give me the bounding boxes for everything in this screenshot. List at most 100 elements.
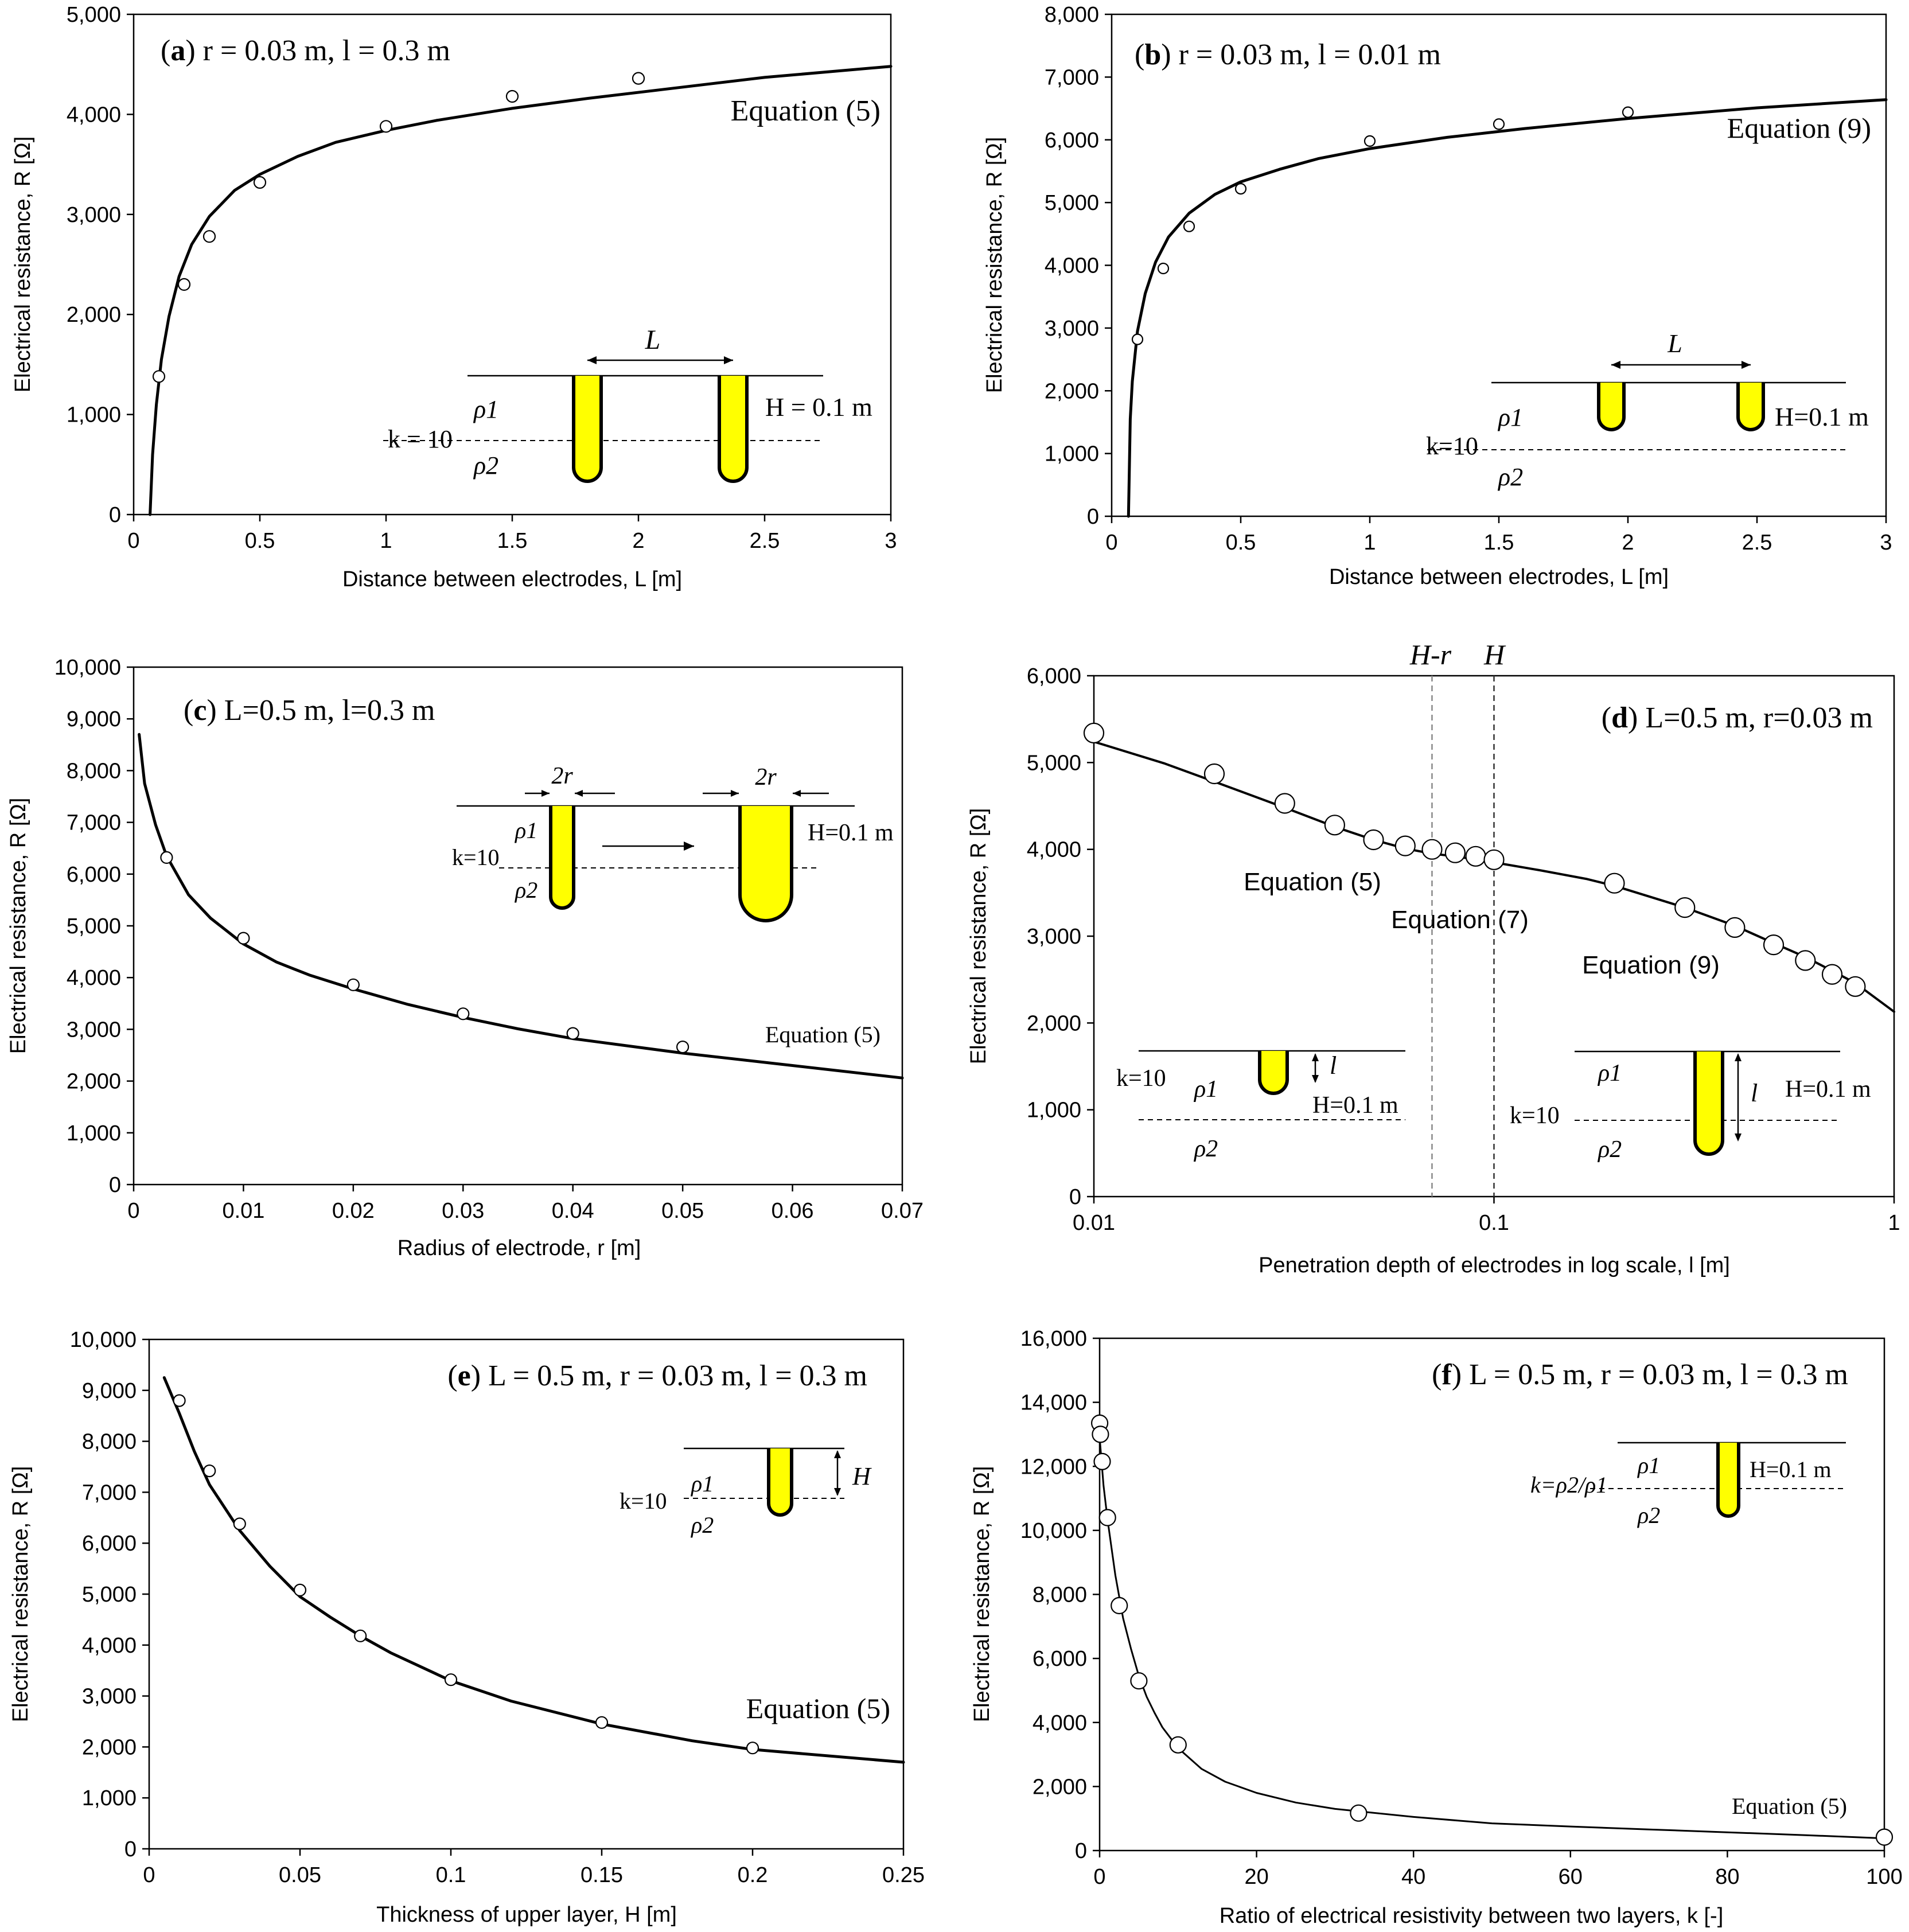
reference-lines (1431, 676, 1495, 1197)
vline-label-H: H (1483, 638, 1506, 671)
y-tick-label: 0 (1087, 505, 1099, 529)
x-tick-label: 40 (1401, 1865, 1425, 1889)
y-tick-label: 0 (109, 503, 121, 527)
electrode-icon (1693, 1051, 1724, 1156)
data-point (152, 370, 166, 383)
panel-title: (c) L=0.5 m, l=0.3 m (184, 694, 435, 727)
plot-frame (1098, 1337, 1885, 1852)
x-tick-label: 0.07 (881, 1199, 924, 1223)
x-tick-label: 0.5 (1226, 531, 1256, 555)
y-tick-label: 3,000 (67, 203, 121, 227)
plot-frame (133, 13, 892, 516)
data-point (444, 1673, 458, 1686)
inset-label-k: k=10 (620, 1488, 667, 1514)
data-point (1493, 118, 1505, 130)
panel-b: 0 0.5 1 1.5 2 2.5 3 0 1,000 2,000 3,000 4,000 5,000 6… (983, 3, 1892, 589)
panel-title: (f) L = 0.5 m, r = 0.03 m, l = 0.3 m (1432, 1358, 1848, 1391)
inset-label-rho2: ρ2 (1497, 463, 1523, 491)
inset-label-2r: 2r (755, 764, 777, 790)
x-tick-label: 0 (143, 1863, 155, 1887)
x-axis-label: Ratio of electrical resistivity between … (1220, 1904, 1724, 1928)
y-tick-label: 10,000 (1020, 1519, 1087, 1543)
data-point (1098, 1509, 1116, 1526)
inset-label-k: k=10 (1116, 1065, 1166, 1092)
x-tick-label: 60 (1559, 1865, 1583, 1889)
inset-schematic: 2r 2r ρ1 ρ2 k=10 H=0.1 m (452, 763, 894, 922)
equation-annotation: Equation (9) (1727, 112, 1871, 144)
electrode-icon (549, 806, 575, 910)
series-line (1127, 98, 1888, 518)
y-tick-label: 6,000 (1045, 128, 1099, 153)
inset-label-H: H=0.1 m (1312, 1092, 1398, 1119)
inset-label-k: k=10 (1510, 1103, 1560, 1129)
x-tick-label: 0.01 (222, 1199, 264, 1223)
data-point (1363, 829, 1384, 851)
y-tick-label: 9,000 (67, 707, 121, 731)
inset-label-L: L (1667, 329, 1682, 358)
electrode-icon (718, 376, 749, 483)
equation-annotation: Equation (5) (746, 1692, 890, 1724)
y-tick-label: 2,000 (67, 303, 121, 327)
panel-c: 0 0.01 0.02 0.03 0.04 0.05 0.06 0.07 0 1,000 2,000… (6, 656, 924, 1260)
data-point (1092, 1425, 1109, 1443)
y-tick-label: 2,000 (1027, 1011, 1081, 1035)
y-axis-label: Electrical resistance, R [Ω] (967, 808, 991, 1065)
x-tick-label: 2 (632, 529, 644, 553)
y-tick-label: 0 (109, 1173, 121, 1197)
data-point (237, 932, 250, 945)
inset-schematic: L ρ1 ρ2 k=10 H=0.1 m (1426, 329, 1869, 491)
y-tick-label: 1,000 (1045, 442, 1099, 466)
y-axis-label: Electrical resistance, R [Ω] (983, 137, 1007, 394)
data-point (1350, 1804, 1368, 1822)
y-tick-label: 5,000 (1027, 751, 1081, 775)
y-axis-label: Electrical resistance, R [Ω] (6, 798, 30, 1054)
y-tick-label: 1,000 (82, 1786, 137, 1810)
y-tick-label: 0 (124, 1837, 137, 1861)
series-line (138, 733, 904, 1080)
y-tick-label: 8,000 (1045, 3, 1099, 27)
inset-label-H: H=0.1 m (1785, 1076, 1871, 1103)
x-tick-label: 0.04 (552, 1199, 594, 1223)
panel-e: 0 0.05 0.1 0.15 0.2 0.25 0 1,000 2,000 3,000 4,000… (9, 1328, 925, 1927)
x-tick-label: 1.5 (1484, 531, 1514, 555)
panel-a: 0 0.5 1 1.5 2 2.5 301,0002,0003,0004,0005,000 … (11, 3, 897, 591)
series-points (152, 72, 645, 383)
y-tick-label: 1,000 (67, 403, 121, 427)
data-point (346, 978, 360, 991)
electrode-icon (1736, 383, 1765, 431)
y-tick-label: 0 (1069, 1185, 1081, 1209)
x-tick-label: 0.05 (661, 1199, 704, 1223)
equation-annotation: Equation (5) (765, 1022, 881, 1047)
tick-layer: 0 0.5 1 1.5 2 2.5 3 0 1,000 2,000 3,000 4,000 5,000 (67, 3, 897, 553)
electrode-icon (572, 376, 603, 483)
y-tick-label: 0 (1075, 1839, 1087, 1863)
electrode-icon (1597, 383, 1626, 431)
plot-frame (1111, 13, 1887, 517)
y-tick-label: 2,000 (82, 1735, 137, 1759)
series-points (1131, 106, 1634, 345)
inset-schematic: ρ1 ρ2 k=ρ2/ρ1 H=0.1 m (1530, 1442, 1846, 1528)
series-lines (1098, 1436, 1885, 1840)
data-point (233, 1517, 246, 1530)
data-point (1622, 106, 1634, 118)
inset-label-k: k = 10 (388, 425, 453, 453)
y-tick-label: 5,000 (67, 3, 121, 27)
data-point (1131, 333, 1144, 345)
y-tick-label: 10,000 (70, 1328, 137, 1352)
inset-label-rho1: ρ1 (1597, 1060, 1622, 1086)
data-point (177, 278, 191, 291)
equation-annotation: Equation (5) (731, 95, 881, 127)
series-points (173, 1394, 759, 1755)
electrode-icon (1716, 1443, 1740, 1518)
x-axis-label: Distance between electrodes, L [m] (1329, 565, 1669, 589)
data-point (1234, 183, 1247, 195)
equation-annotation: Equation (5) (1732, 1793, 1847, 1819)
inset-label-k: k=10 (1426, 432, 1478, 460)
y-tick-label: 3,000 (1045, 317, 1099, 341)
y-tick-label: 6,000 (1027, 664, 1081, 688)
tick-layer: 0 20 40 60 80 100 0 2,000 4,000 6,000 8,000 10,000 1… (1020, 1327, 1903, 1889)
series-lines (149, 65, 893, 516)
data-point (1093, 1452, 1111, 1470)
inset-label-rho1: ρ1 (473, 395, 498, 423)
